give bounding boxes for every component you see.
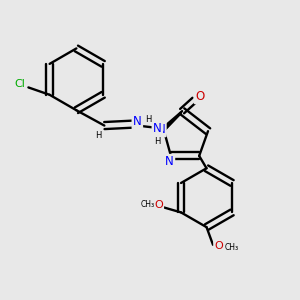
- Text: CH₃: CH₃: [224, 243, 238, 252]
- Text: H: H: [154, 137, 161, 146]
- Text: O: O: [214, 241, 223, 251]
- Text: CH₃: CH₃: [140, 200, 154, 209]
- Text: H: H: [95, 131, 101, 140]
- Text: O: O: [195, 90, 204, 103]
- Text: O: O: [154, 200, 163, 210]
- Text: H: H: [145, 115, 152, 124]
- Text: Cl: Cl: [15, 80, 26, 89]
- Text: N: N: [157, 123, 165, 136]
- Text: N: N: [133, 115, 142, 128]
- Text: N: N: [153, 122, 162, 135]
- Text: N: N: [165, 155, 174, 168]
